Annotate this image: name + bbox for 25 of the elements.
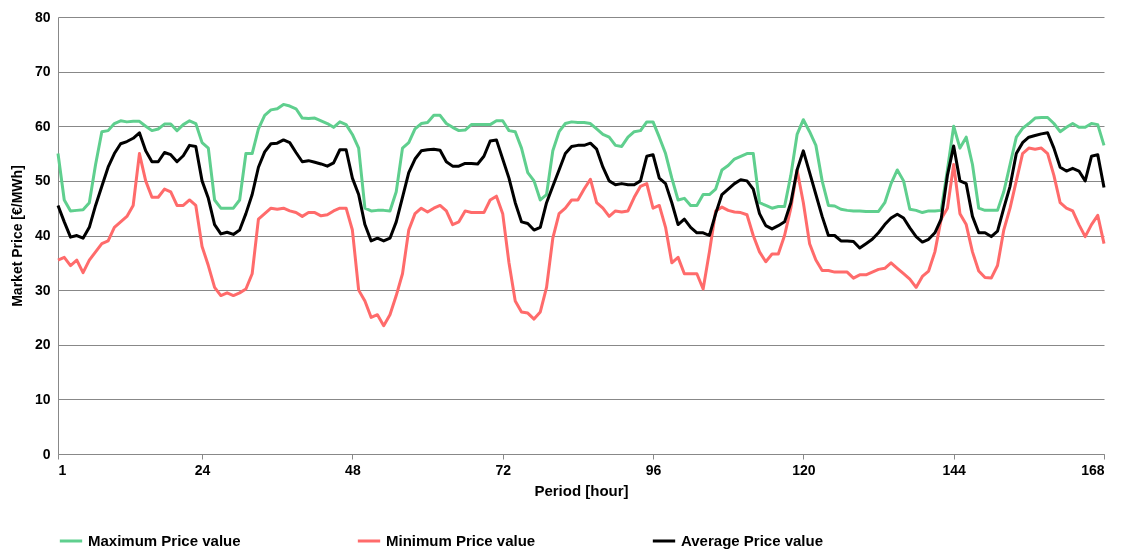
legend-label: Average Price value xyxy=(681,532,824,549)
x-tick-label: 1 xyxy=(58,461,67,478)
y-tick-label: 20 xyxy=(34,336,51,353)
line-series xyxy=(56,131,1106,250)
x-tick-label: 120 xyxy=(792,461,816,478)
y-tick-label: 0 xyxy=(42,445,51,462)
x-tick-label: 96 xyxy=(645,461,662,478)
y-tick-label: 10 xyxy=(34,390,51,407)
y-axis-title: Market Price [€/MWh] xyxy=(8,165,25,307)
y-tick-label: 50 xyxy=(34,172,51,189)
legend-label: Maximum Price value xyxy=(88,532,241,549)
line-series xyxy=(56,102,1106,215)
x-tick-label: 72 xyxy=(495,461,512,478)
y-tick-label: 40 xyxy=(34,227,51,243)
y-tick-label: 80 xyxy=(34,8,51,25)
y-tick-label: 70 xyxy=(34,63,51,80)
x-tick-label: 144 xyxy=(942,461,967,478)
y-tick-label: 60 xyxy=(34,117,51,134)
x-tick-label: 24 xyxy=(194,461,211,478)
legend-label: Minimum Price value xyxy=(386,532,536,549)
x-tick-label: 48 xyxy=(345,461,361,478)
line-series xyxy=(56,146,1106,328)
x-axis-title: Period [hour] xyxy=(534,481,629,499)
x-tick-label: 168 xyxy=(1081,461,1105,478)
y-tick-label: 30 xyxy=(34,281,51,298)
